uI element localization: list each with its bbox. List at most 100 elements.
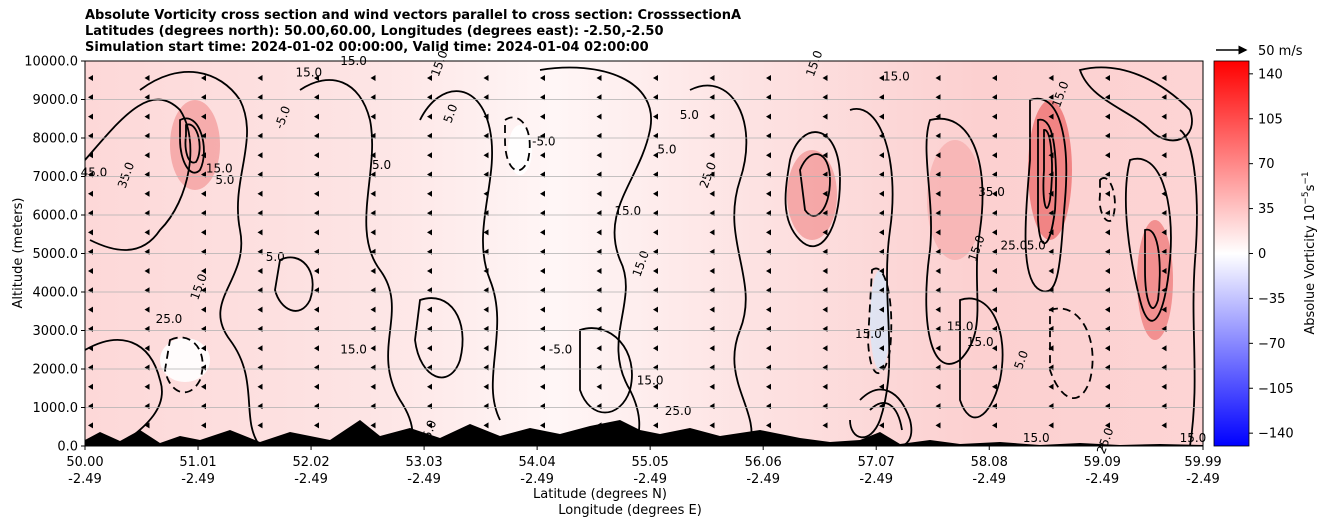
wind-vector	[709, 113, 715, 120]
wind-vector	[257, 422, 263, 429]
wind-vector	[1105, 345, 1110, 352]
wind-vector	[370, 171, 376, 178]
wind-vector	[879, 383, 884, 390]
colorbar-label-s: s	[1303, 184, 1318, 191]
wind-vector	[596, 152, 602, 159]
wind-vector	[1161, 229, 1167, 236]
quiver-key-label: 50 m/s	[1258, 44, 1303, 59]
wind-vector	[879, 306, 884, 313]
wind-vector	[766, 268, 771, 274]
wind-vector	[766, 345, 771, 352]
wind-vector	[201, 422, 206, 429]
wind-vector	[992, 383, 997, 390]
wind-vector	[427, 190, 432, 197]
wind-vector	[822, 75, 828, 81]
contour-label: 5.0	[1011, 349, 1031, 372]
wind-vector	[653, 113, 658, 120]
wind-vector	[653, 94, 658, 101]
wind-vector	[314, 94, 319, 101]
wind-vector	[1161, 113, 1167, 120]
wind-vector	[1161, 171, 1167, 178]
wind-vector	[314, 152, 319, 159]
contour-line	[1049, 307, 1094, 399]
wind-vector	[427, 75, 432, 81]
wind-vector	[596, 229, 602, 236]
x-axis: 50.00 -2.49 51.01 -2.49 52.02 -2.49 53.03 -2.49…	[66, 446, 1222, 487]
wind-vector	[992, 132, 997, 139]
wind-vector	[540, 229, 545, 236]
y-tick-label: 2000.0	[33, 363, 79, 378]
y-tick-label: 8000.0	[33, 132, 79, 147]
wind-vector	[483, 306, 489, 313]
wind-vector	[257, 171, 263, 178]
wind-vector	[992, 152, 997, 159]
terrain	[85, 420, 1203, 446]
wind-vector	[88, 345, 93, 352]
wind-vector	[144, 422, 150, 429]
contour-line	[869, 402, 903, 431]
wind-vector	[144, 383, 150, 390]
contour-label: 5.0	[372, 158, 391, 172]
wind-vector	[427, 422, 432, 429]
x-tick-label-lon: -2.49	[972, 472, 1006, 487]
wind-vector	[483, 268, 489, 274]
wind-vector	[596, 94, 602, 101]
vorticity-min-2	[160, 338, 210, 382]
wind-vector	[483, 190, 489, 197]
wind-vector	[822, 268, 828, 274]
wind-vector	[879, 152, 884, 159]
wind-vector	[596, 113, 602, 120]
y-tick-label: 0.0	[57, 440, 78, 455]
wind-vector	[879, 345, 884, 352]
wind-vector	[1161, 132, 1167, 139]
wind-vector	[935, 171, 941, 178]
wind-vector	[370, 306, 376, 313]
wind-vector	[370, 94, 376, 101]
wind-vector	[992, 75, 997, 81]
contour-label: 15.0	[340, 343, 367, 357]
wind-vector	[88, 383, 93, 390]
wind-vector	[709, 268, 715, 274]
wind-vector	[1105, 229, 1110, 236]
contour-line	[184, 123, 201, 164]
wind-vector	[596, 383, 602, 390]
wind-vector	[88, 229, 93, 236]
wind-vector	[427, 229, 432, 236]
wind-vector	[427, 345, 432, 352]
wind-vector	[1048, 190, 1054, 197]
wind-vector	[822, 132, 828, 139]
wind-vector	[427, 268, 432, 274]
x-tick-label-lon: -2.49	[181, 472, 215, 487]
wind-vector	[483, 152, 489, 159]
wind-vector	[427, 152, 432, 159]
wind-vector	[766, 171, 771, 178]
wind-vector	[822, 190, 828, 197]
contour-label: -5.0	[532, 135, 555, 149]
x-tick-label-lat: 59.09	[1084, 455, 1121, 470]
colorbar-tick-label: 140	[1258, 67, 1283, 82]
wind-vector	[879, 132, 884, 139]
wind-vector	[1161, 422, 1167, 429]
wind-vector	[935, 383, 941, 390]
x-tick-label-lat: 56.06	[745, 455, 782, 470]
wind-vector	[540, 132, 545, 139]
wind-vector	[257, 383, 263, 390]
contour-label: 25.0	[156, 312, 183, 326]
wind-vector	[1105, 75, 1110, 81]
y-axis-label: Altitude (meters)	[11, 198, 26, 309]
contour-label: 35.0	[978, 185, 1005, 199]
x-tick-label-lon: -2.49	[294, 472, 328, 487]
wind-vector	[144, 152, 150, 159]
wind-vector	[540, 422, 545, 429]
wind-vector	[427, 94, 432, 101]
wind-vector	[201, 229, 206, 236]
wind-vector	[935, 94, 941, 101]
wind-vector	[709, 345, 715, 352]
contour-label: 15.0	[967, 335, 994, 349]
wind-vector	[653, 152, 658, 159]
contour-label: 45.0	[81, 166, 108, 180]
wind-vector	[766, 75, 771, 81]
wind-vector	[257, 113, 263, 120]
wind-vector	[935, 132, 941, 139]
contour-label: 5.0	[441, 102, 461, 125]
